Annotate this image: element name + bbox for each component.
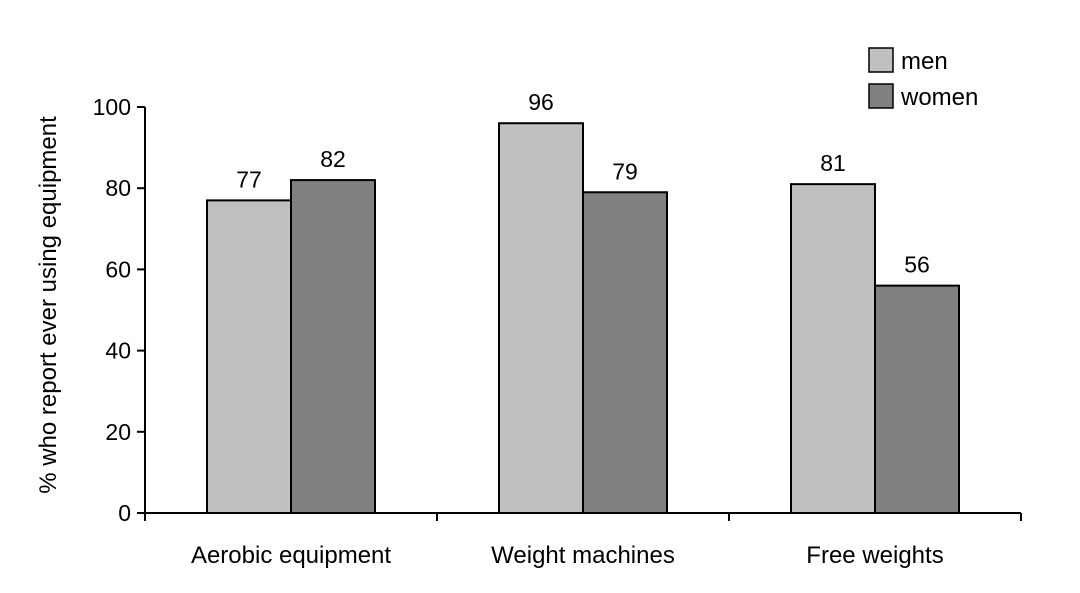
data-label-women: 82 xyxy=(320,146,346,172)
x-category-label: Aerobic equipment xyxy=(191,542,391,569)
data-label-men: 81 xyxy=(820,150,846,176)
y-tick-label: 80 xyxy=(105,175,131,201)
data-label-women: 56 xyxy=(904,252,930,278)
x-category-label: Weight machines xyxy=(491,542,675,569)
x-category-label: Free weights xyxy=(806,542,943,569)
legend-swatch-women xyxy=(868,83,894,109)
y-tick-label: 40 xyxy=(105,338,131,364)
y-tick-label: 20 xyxy=(105,419,131,445)
legend-swatch-men xyxy=(868,47,894,73)
y-axis-title: % who report ever using equipment xyxy=(35,116,62,494)
bar-men xyxy=(790,183,876,514)
bar-men xyxy=(206,199,292,514)
bar-women xyxy=(582,191,668,514)
bars-group xyxy=(206,122,960,515)
legend-label-men: men xyxy=(901,48,948,75)
data-label-men: 77 xyxy=(236,166,262,192)
y-tick-label: 100 xyxy=(93,94,131,120)
y-axis: 0 20 40 60 80 100 xyxy=(93,94,146,526)
legend-label-women: women xyxy=(900,84,978,111)
legend: men women xyxy=(868,47,978,111)
x-axis: Aerobic equipment Weight machines Free wei… xyxy=(144,512,1022,569)
y-tick-label: 60 xyxy=(105,256,131,282)
bar-women xyxy=(874,284,960,515)
data-labels-group: 77 82 96 79 81 56 xyxy=(236,89,930,277)
data-label-women: 79 xyxy=(612,158,638,184)
data-label-men: 96 xyxy=(528,89,554,115)
y-tick-label: 0 xyxy=(118,500,131,526)
bar-women xyxy=(290,179,376,515)
bar-men xyxy=(498,122,584,515)
y-axis-title-group: % who report ever using equipment xyxy=(35,116,62,494)
